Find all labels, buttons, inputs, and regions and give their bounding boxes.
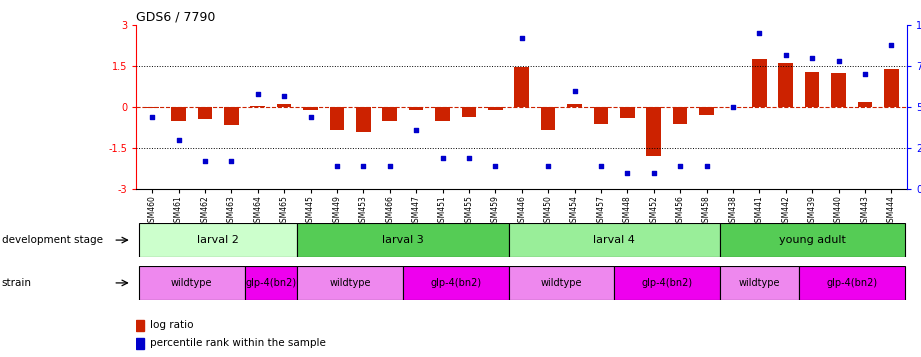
Point [436,155,450,161]
Bar [620,107,635,118]
Text: wildtype: wildtype [541,278,582,288]
Bar [136,320,145,331]
Text: GDS6 / 7790: GDS6 / 7790 [136,11,216,24]
Point [672,164,687,169]
Point [488,164,503,169]
Bar [139,223,297,257]
Point [831,58,845,64]
Bar [541,107,555,130]
Point [805,55,820,61]
Text: young adult: young adult [779,235,845,245]
Point [541,164,555,169]
Point [699,164,714,169]
Point [620,170,635,176]
Text: glp-4(bn2): glp-4(bn2) [245,278,297,288]
Bar [614,266,719,300]
Text: wildtype: wildtype [739,278,780,288]
Bar [778,63,793,107]
Point [356,164,371,169]
Point [514,35,529,41]
Bar [382,107,397,121]
Bar [647,107,661,156]
Point [198,159,213,164]
Bar [145,107,159,109]
Point [778,52,793,57]
Point [884,42,899,47]
Bar [171,107,186,121]
Point [857,71,872,77]
Text: percentile rank within the sample: percentile rank within the sample [150,338,326,348]
Bar [436,107,449,121]
Text: development stage: development stage [2,235,103,245]
Bar [136,338,145,349]
Bar [567,104,582,107]
Point [567,88,582,94]
Text: strain: strain [2,278,32,288]
Bar [488,107,503,110]
Text: glp-4(bn2): glp-4(bn2) [641,278,693,288]
Bar [297,223,508,257]
Bar [857,102,872,107]
Bar [752,59,766,107]
Text: larval 4: larval 4 [593,235,635,245]
Text: larval 3: larval 3 [382,235,424,245]
Bar [330,107,344,130]
Bar [198,107,212,119]
Bar [508,266,614,300]
Bar [832,73,845,107]
Bar [277,104,291,107]
Point [647,170,661,176]
Bar [699,107,714,115]
Point [409,127,424,133]
Bar [673,107,687,124]
Text: larval 2: larval 2 [197,235,239,245]
Point [593,164,608,169]
Bar [297,266,403,300]
Bar [719,223,904,257]
Point [382,164,397,169]
Bar [245,266,297,300]
Point [330,164,344,169]
Text: glp-4(bn2): glp-4(bn2) [826,278,878,288]
Point [461,155,476,161]
Bar [805,71,820,107]
Bar [508,223,719,257]
Bar [251,106,265,107]
Bar [303,107,318,110]
Point [171,137,186,143]
Bar [409,107,424,110]
Bar [799,266,904,300]
Point [752,30,766,36]
Bar [884,69,899,107]
Bar [224,107,239,125]
Bar [461,107,476,117]
Text: wildtype: wildtype [171,278,213,288]
Text: log ratio: log ratio [150,320,193,330]
Point [726,104,740,110]
Bar [139,266,245,300]
Point [303,114,318,120]
Point [224,159,239,164]
Bar [594,107,608,124]
Bar [403,266,508,300]
Point [277,93,292,99]
Bar [515,67,529,107]
Bar [356,107,370,132]
Bar [719,266,799,300]
Point [251,91,265,97]
Point [145,114,159,120]
Text: wildtype: wildtype [330,278,371,288]
Text: glp-4(bn2): glp-4(bn2) [430,278,482,288]
